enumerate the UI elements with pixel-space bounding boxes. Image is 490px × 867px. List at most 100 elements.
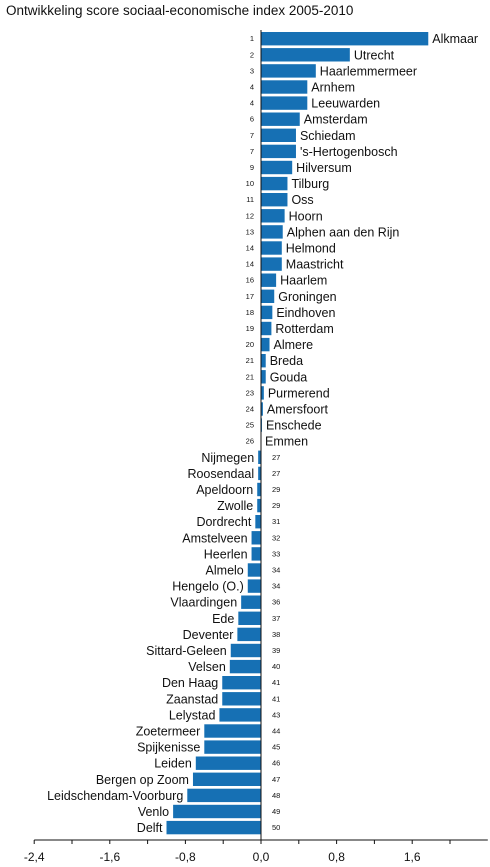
bar: [261, 64, 316, 78]
x-tick-label: 0,8: [328, 850, 345, 864]
rank-label: 10: [246, 179, 254, 188]
bar: [261, 176, 288, 191]
bar: [261, 337, 270, 352]
bar-label: Amstelveen: [182, 531, 247, 545]
bar: [261, 273, 277, 287]
rank-label: 25: [246, 421, 254, 430]
bar: [261, 402, 263, 416]
bar: [261, 354, 266, 368]
bar-label: Breda: [270, 354, 303, 368]
bar: [257, 482, 261, 497]
rank-label: 12: [246, 211, 254, 220]
bar-label: Den Haag: [162, 676, 218, 690]
bar-label: 's-Hertogenbosch: [300, 145, 398, 159]
x-tick-label: 0,0: [253, 850, 270, 864]
bar: [258, 450, 261, 464]
bar-label: Leiden: [154, 757, 192, 771]
bar-label: Dordrecht: [196, 515, 251, 529]
rank-label: 19: [246, 324, 254, 333]
rank-label: 1: [250, 34, 254, 43]
bar-label: Deventer: [183, 628, 234, 642]
bar: [229, 659, 261, 674]
rank-label: 9: [250, 163, 254, 172]
rank-label: 32: [272, 533, 280, 542]
x-tick-label: -2,4: [24, 850, 45, 864]
bar-label: Hilversum: [296, 161, 352, 175]
rank-label: 23: [246, 388, 254, 397]
bars-group: [166, 32, 429, 835]
rank-label: 24: [246, 405, 254, 414]
bar: [204, 724, 261, 738]
bar-label: Amersfoort: [267, 403, 329, 417]
rank-label: 16: [246, 276, 254, 285]
bar: [261, 80, 308, 94]
bar: [261, 289, 275, 303]
bar-label: Delft: [137, 821, 163, 835]
rank-label: 47: [272, 775, 280, 784]
rank-label: 21: [246, 372, 254, 381]
bar: [204, 740, 261, 754]
bar-label: Utrecht: [354, 48, 395, 62]
bar: [261, 257, 282, 271]
bar: [192, 772, 261, 786]
bar: [251, 547, 261, 561]
bar: [187, 788, 261, 803]
bar: [238, 611, 261, 625]
rank-label: 21: [246, 356, 254, 365]
x-tick-label: -0,8: [175, 850, 196, 864]
bar: [222, 692, 261, 706]
rank-label: 2: [250, 50, 254, 59]
bar-label: Haarlem: [280, 274, 327, 288]
x-tick-label: 1,6: [404, 850, 421, 864]
rank-label: 34: [272, 582, 280, 591]
rank-label: 27: [272, 453, 280, 462]
bar-label: Heerlen: [204, 547, 248, 561]
rank-label: 6: [250, 115, 254, 124]
bar-label: Emmen: [265, 435, 308, 449]
bar-label: Groningen: [278, 290, 336, 304]
bar: [251, 531, 261, 545]
rank-label: 13: [246, 227, 254, 236]
bar-label: Haarlemmermeer: [320, 64, 417, 78]
bar-label: Helmond: [286, 242, 336, 256]
rank-label: 20: [246, 340, 254, 349]
rank-label: 43: [272, 710, 280, 719]
bar-label: Vlaardingen: [170, 596, 237, 610]
bar-label: Zwolle: [217, 499, 253, 513]
rank-label: 17: [246, 292, 254, 301]
bar: [166, 820, 261, 835]
rank-label: 40: [272, 662, 280, 671]
bar-label: Venlo: [138, 805, 169, 819]
rank-label: 26: [246, 437, 254, 446]
bar: [261, 160, 293, 175]
rank-label: 3: [250, 66, 254, 75]
bar-label: Zaanstad: [166, 692, 218, 706]
bar: [261, 32, 429, 46]
bar-label: Enschede: [266, 419, 322, 433]
rank-label: 7: [250, 131, 254, 140]
bar-label: Apeldoorn: [196, 483, 253, 497]
rank-label: 38: [272, 630, 280, 639]
bar-label: Oss: [291, 193, 313, 207]
bar: [261, 305, 273, 320]
rank-label: 39: [272, 646, 280, 655]
bar-label: Roosendaal: [187, 467, 254, 481]
bar: [261, 241, 282, 255]
bar-label: Maastricht: [286, 258, 344, 272]
bar-label: Alphen aan den Rijn: [287, 225, 400, 239]
bar: [247, 579, 261, 593]
rank-label: 46: [272, 759, 280, 768]
bar: [261, 96, 308, 110]
bar: [173, 804, 261, 819]
rank-label: 41: [272, 678, 280, 687]
bar-label: Nijmegen: [201, 451, 254, 465]
bar-label: Amsterdam: [304, 113, 368, 127]
x-tick-label: -1,6: [99, 850, 120, 864]
bar-label: Hengelo (O.): [172, 580, 244, 594]
bar: [261, 370, 266, 384]
bar-label: Almere: [274, 338, 314, 352]
bar-label: Gouda: [270, 370, 308, 384]
rank-label: 34: [272, 566, 280, 575]
bar: [257, 498, 261, 513]
